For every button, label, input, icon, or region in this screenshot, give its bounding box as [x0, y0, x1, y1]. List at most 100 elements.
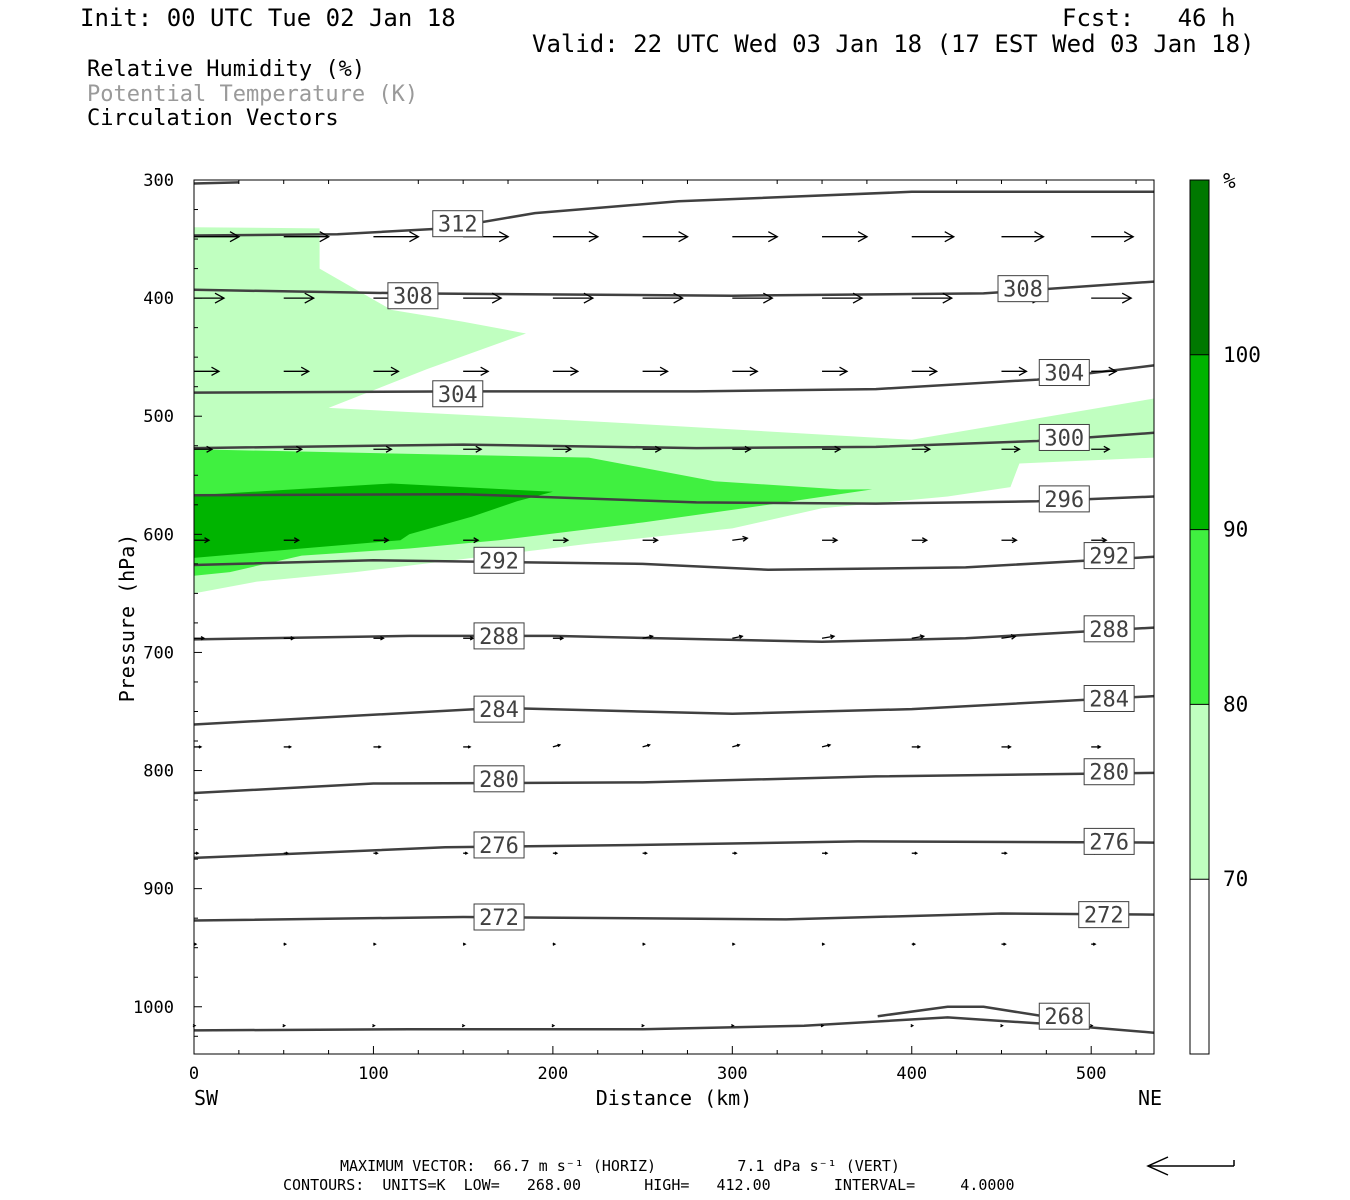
- vector-head: [921, 537, 929, 544]
- x-tick-label: 300: [717, 1064, 748, 1084]
- circulation-vector: [463, 745, 472, 749]
- vector-head: [211, 366, 221, 377]
- contour-label-288: 288: [473, 622, 525, 650]
- vector-head: [910, 1023, 915, 1028]
- circulation-vector: [552, 636, 565, 641]
- contour-label-text: 288: [1089, 618, 1129, 643]
- vector-head: [475, 445, 483, 453]
- circulation-vector: [373, 231, 420, 243]
- vector-head: [1013, 445, 1021, 453]
- colorbar-label: 80: [1223, 692, 1248, 716]
- circulation-vector: [194, 445, 214, 453]
- vector-shaft: [821, 744, 831, 748]
- vector-shaft: [732, 635, 743, 639]
- vector-head: [1007, 744, 1012, 749]
- contour-label-284: 284: [473, 695, 525, 723]
- contour-label-272: 272: [473, 903, 525, 931]
- y-tick-label: 1000: [133, 998, 174, 1018]
- circulation-vector: [282, 1023, 287, 1028]
- circulation-vector: [642, 942, 646, 946]
- contour-label-272: 272: [1078, 901, 1130, 929]
- vector-head: [480, 366, 490, 377]
- colorbar-unit: %: [1223, 169, 1236, 193]
- vector-head: [649, 634, 654, 640]
- contour-label-308: 308: [997, 275, 1049, 303]
- contour-label-276: 276: [1083, 827, 1135, 855]
- circulation-vector: [911, 292, 954, 304]
- circulation-vector: [283, 366, 311, 377]
- vector-head: [678, 231, 689, 243]
- vector-head: [749, 366, 759, 377]
- contour-label-box: [473, 622, 525, 650]
- x-tick-label: 200: [538, 1064, 569, 1084]
- vector-head: [551, 1023, 556, 1028]
- circulation-vector: [911, 745, 922, 749]
- vector-head: [557, 743, 562, 748]
- contour-label-text: 280: [479, 768, 519, 793]
- circulation-vector: [732, 535, 749, 542]
- vector-head: [293, 537, 301, 544]
- vector-head: [1010, 633, 1017, 640]
- vector-head: [565, 445, 573, 453]
- contour-label-box: [1083, 758, 1135, 786]
- vector-head: [919, 634, 926, 640]
- contour-label-text: 292: [479, 549, 519, 574]
- circulation-vector: [283, 851, 290, 855]
- init-time: Init: 00 UTC Tue 02 Jan 18: [80, 4, 456, 32]
- vector-head: [473, 537, 480, 544]
- circulation-vector: [1001, 942, 1007, 946]
- contour-label-text: 304: [1044, 362, 1084, 387]
- vector-head: [1004, 851, 1008, 855]
- circulation-vector: [463, 292, 503, 304]
- contour-label-box: [1038, 359, 1090, 387]
- contour-label-304: 304: [432, 380, 484, 408]
- contour-label-box: [473, 903, 525, 931]
- vector-head: [390, 366, 400, 377]
- vector-head: [912, 942, 917, 946]
- contour-label-304: 304: [1038, 359, 1090, 387]
- contour-label-box: [432, 210, 484, 238]
- contour-label-text: 292: [1089, 545, 1129, 570]
- circulation-vector: [1091, 445, 1111, 453]
- vector-head: [214, 292, 226, 304]
- circulation-vector: [1001, 744, 1012, 749]
- contour-label-text: 284: [479, 698, 519, 723]
- vector-head: [559, 636, 565, 641]
- forecast-hour: Fcst: 46 h: [1062, 4, 1236, 32]
- contour-label-text: 304: [438, 383, 478, 408]
- y-tick-label: 800: [143, 762, 174, 782]
- circulation-vector: [1000, 1023, 1004, 1028]
- circulation-vector: [641, 1023, 645, 1028]
- vector-head: [1089, 1023, 1094, 1028]
- circulation-vector: [642, 292, 684, 304]
- vector-head: [924, 445, 932, 453]
- theta-contour-276: [193, 840, 1155, 860]
- contour-label-280: 280: [1083, 758, 1135, 786]
- circulation-vector: [911, 366, 939, 377]
- circulation-vector: [1091, 292, 1133, 304]
- vector-head: [469, 636, 475, 641]
- circulation-vector: [373, 851, 379, 855]
- circulation-vector: [551, 1023, 556, 1028]
- circulation-vector: [642, 231, 689, 243]
- y-tick-label: 500: [143, 407, 174, 427]
- circulation-vector: [1001, 851, 1008, 855]
- vector-head: [283, 942, 288, 946]
- vector-head: [1011, 537, 1018, 544]
- circulation-vector: [642, 366, 669, 377]
- contour-label-layer: 312 308 308 304 304 300 296 292 292 288 288 284 284 2…: [387, 210, 1135, 1030]
- circulation-vector: [821, 743, 832, 748]
- x-tick-label: 400: [896, 1064, 927, 1084]
- vector-head: [372, 1023, 376, 1028]
- vector-head: [832, 537, 839, 544]
- circulation-vector: [1091, 942, 1097, 946]
- vector-head: [563, 537, 570, 544]
- theta-contour-280: [193, 771, 1155, 795]
- circulation-vector: [1001, 445, 1021, 453]
- contour-label-text: 268: [1044, 1005, 1084, 1030]
- contour-label-300: 300: [1038, 423, 1090, 451]
- circulation-vector: [283, 537, 301, 544]
- vector-head: [462, 942, 467, 946]
- vector-head: [464, 851, 469, 855]
